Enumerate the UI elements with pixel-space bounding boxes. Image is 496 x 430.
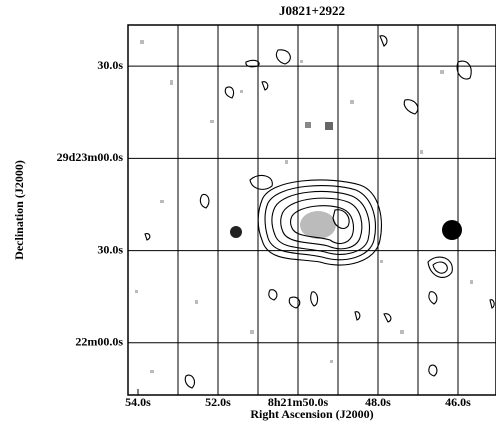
y-axis-label: Declination (J2000) (12, 160, 26, 260)
y-tick-label: 22m00.0s (75, 335, 123, 349)
background-image (128, 25, 496, 395)
x-tick-label: 52.0s (205, 395, 231, 409)
y-tick-label: 30.0s (97, 242, 123, 256)
x-tick-label: 8h21m50.0s (268, 395, 329, 409)
contours (144, 35, 495, 389)
y-tick-label: 29d23m00.0s (57, 150, 124, 164)
x-axis-label: Right Ascension (J2000) (250, 407, 373, 421)
y-tick-label: 30.0s (97, 58, 123, 72)
plot-frame (127, 24, 496, 396)
x-tick-label: 54.0s (125, 395, 151, 409)
x-tick-label: 48.0s (365, 395, 391, 409)
chart-title: J0821+2922 (279, 3, 345, 18)
x-tick-label: 46.0s (445, 395, 471, 409)
